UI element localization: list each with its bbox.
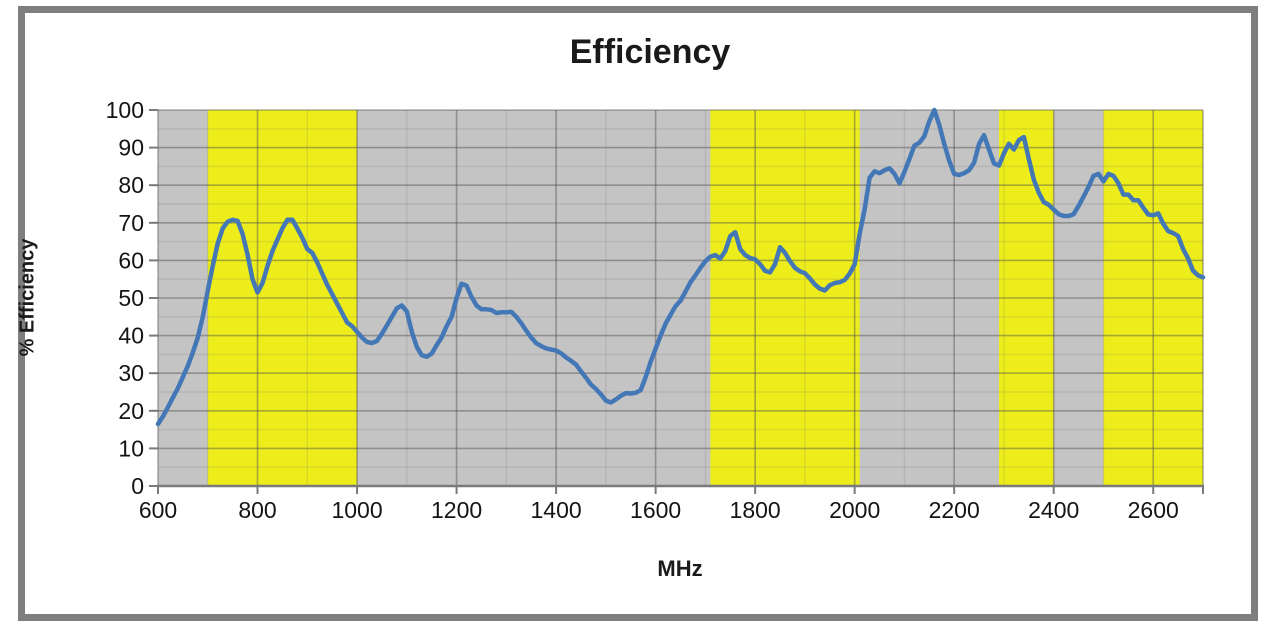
plot-area: 600 800 1000 1200 1400 1600 1800 2000 2200 2400 26… (106, 97, 1206, 523)
y-tick-label: 80 (118, 172, 144, 198)
x-axis-title: MHz (657, 556, 703, 581)
x-tick-label: 2000 (829, 497, 880, 523)
y-tick-label: 60 (118, 247, 144, 273)
y-tick-label: 10 (118, 435, 144, 461)
y-tick-label: 50 (118, 285, 144, 311)
x-tick-label: 800 (238, 497, 276, 523)
efficiency-line (155, 107, 1206, 427)
y-tick-label: 100 (106, 97, 144, 123)
y-tick-label: 0 (131, 473, 144, 499)
highlight-band (998, 110, 1054, 486)
x-tick-label: 1800 (730, 497, 781, 523)
highlight-band (710, 110, 860, 486)
y-tick-label: 40 (118, 323, 144, 349)
y-tick-label: 30 (118, 360, 144, 386)
chart-title: Efficiency (569, 33, 731, 71)
x-tick-label: 1200 (431, 497, 482, 523)
y-tick-label: 70 (118, 210, 144, 236)
y-tick-label: 90 (118, 135, 144, 161)
x-tick-label: 1000 (331, 497, 382, 523)
x-tick-label: 2200 (929, 497, 980, 523)
y-axis-title: % Efficiency (16, 238, 39, 357)
highlight-band (1103, 110, 1203, 486)
y-tick-label: 20 (118, 398, 144, 424)
x-tick-label: 2400 (1028, 497, 1079, 523)
x-tick-label: 1400 (531, 497, 582, 523)
x-tick-label: 600 (139, 497, 177, 523)
x-tick-label: 2600 (1128, 497, 1179, 523)
x-tick-label: 1600 (630, 497, 681, 523)
